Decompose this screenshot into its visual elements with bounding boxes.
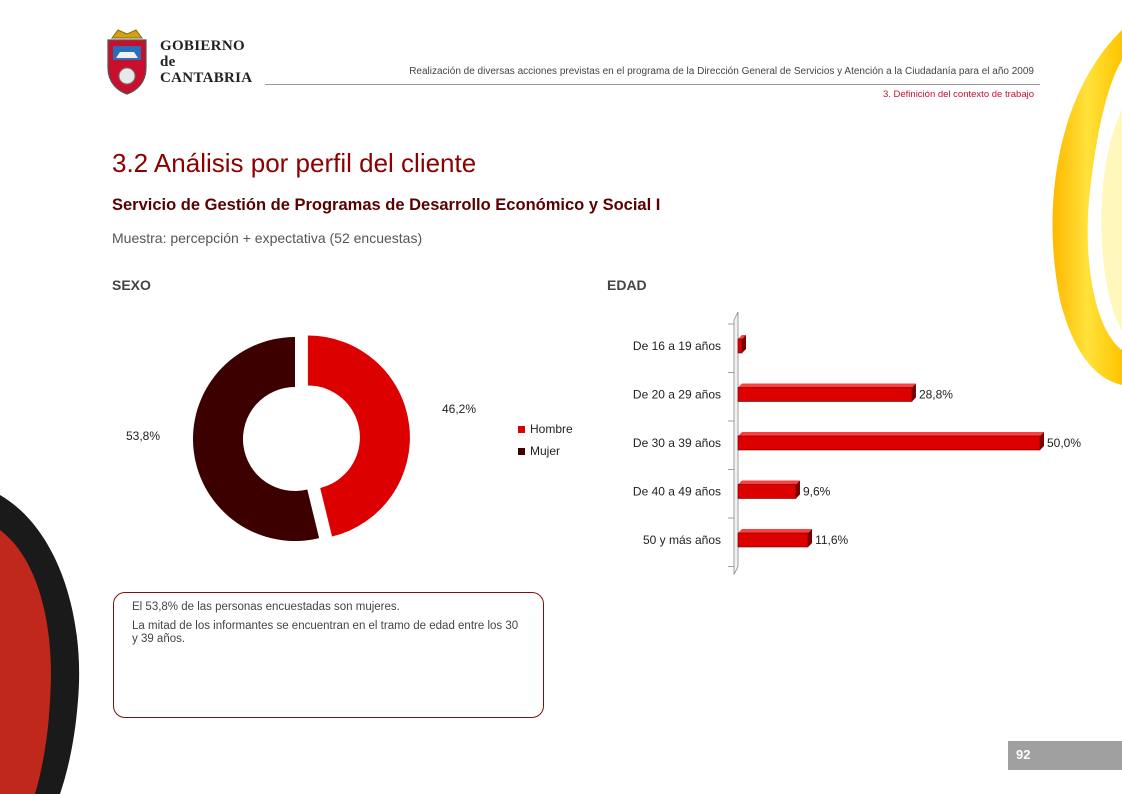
page-number-badge: 92: [1008, 741, 1122, 770]
header-section-label: 3. Definición del contexto de trabajo: [882, 89, 1034, 100]
bar-side-face: [808, 529, 813, 547]
bar-value-label: 9,6%: [803, 485, 831, 499]
legend-item-mujer: Mujer: [518, 440, 573, 462]
bar-value-label: 11,6%: [815, 533, 848, 547]
bar-top-face: [738, 335, 746, 339]
header-description: Realización de diversas acciones previst…: [409, 66, 1034, 77]
bar-category-label: De 40 a 49 años: [633, 485, 721, 499]
sexo-chart-title: SEXO: [112, 277, 151, 293]
bar-category-label: 50 y más años: [643, 533, 721, 547]
sample-note: Muestra: percepción + expectativa (52 en…: [112, 230, 423, 246]
bar-top-face: [738, 529, 813, 533]
cantabria-logo: GOBIERNO de CANTABRIA: [104, 28, 254, 98]
black-arc-decoration: [0, 495, 80, 794]
header-divider: [265, 84, 1040, 85]
sexo-legend: Hombre Mujer: [518, 418, 573, 462]
summary-line-2: La mitad de los informantes se encuentra…: [132, 620, 519, 645]
legend-swatch-mujer: [518, 447, 525, 455]
org-name-line1: GOBIERNO: [160, 38, 245, 54]
org-name-line2: de: [160, 54, 176, 70]
bar-category-label: De 20 a 29 años: [633, 388, 721, 402]
edad-chart-title: EDAD: [607, 277, 647, 293]
donut-slice-mujer: [193, 337, 320, 541]
yellow-arc-inner-decoration: [1101, 110, 1122, 330]
mujer-value-label: 53,8%: [126, 429, 160, 443]
bar-top-face: [738, 432, 1044, 436]
bar-side-face: [795, 480, 800, 499]
donut-slice-hombre: [307, 335, 410, 537]
legend-label-mujer: Mujer: [530, 444, 561, 458]
sexo-donut-chart: 46,2% 53,8%: [126, 335, 476, 541]
red-arc-decoration: [0, 530, 51, 794]
bar-top-face: [738, 383, 916, 388]
summary-line-1: El 53,8% de las personas encuestadas son…: [132, 601, 400, 613]
page-subtitle: Servicio de Gestión de Programas de Desa…: [112, 196, 661, 214]
legend-item-hombre: Hombre: [518, 418, 573, 440]
bar-value-label: 28,8%: [919, 388, 953, 402]
bar-top-face: [738, 480, 800, 485]
summary-callout: El 53,8% de las personas encuestadas son…: [113, 592, 544, 718]
bar-de-20-a-29-años: [737, 387, 913, 402]
edad-bar-chart: De 16 a 19 años De 20 a 29 años 28,8% De 30…: [633, 311, 1081, 575]
bar-category-label: De 16 a 19 años: [633, 339, 721, 353]
bar-de-30-a-39-años: [737, 435, 1041, 451]
bar-value-label: 50,0%: [1047, 436, 1081, 450]
bar-side-face: [742, 335, 746, 353]
bar-de-16-a-19-años: [737, 338, 743, 354]
coat-of-arms-icon: [107, 29, 147, 95]
bar-50-y-más-años: [737, 532, 809, 548]
bar-axis-wall: [733, 311, 739, 575]
legend-label-hombre: Hombre: [530, 422, 573, 436]
org-name-line3: CANTABRIA: [160, 70, 253, 86]
page-number: 92: [1016, 747, 1031, 762]
hombre-value-label: 46,2%: [442, 402, 476, 416]
bar-category-label: De 30 a 39 años: [633, 436, 721, 450]
page-title: 3.2 Análisis por perfil del cliente: [112, 148, 477, 178]
bar-de-40-a-49-años: [737, 484, 797, 499]
legend-swatch-hombre: [518, 425, 525, 433]
bar-side-face: [911, 383, 916, 402]
bar-side-face: [1040, 432, 1044, 450]
